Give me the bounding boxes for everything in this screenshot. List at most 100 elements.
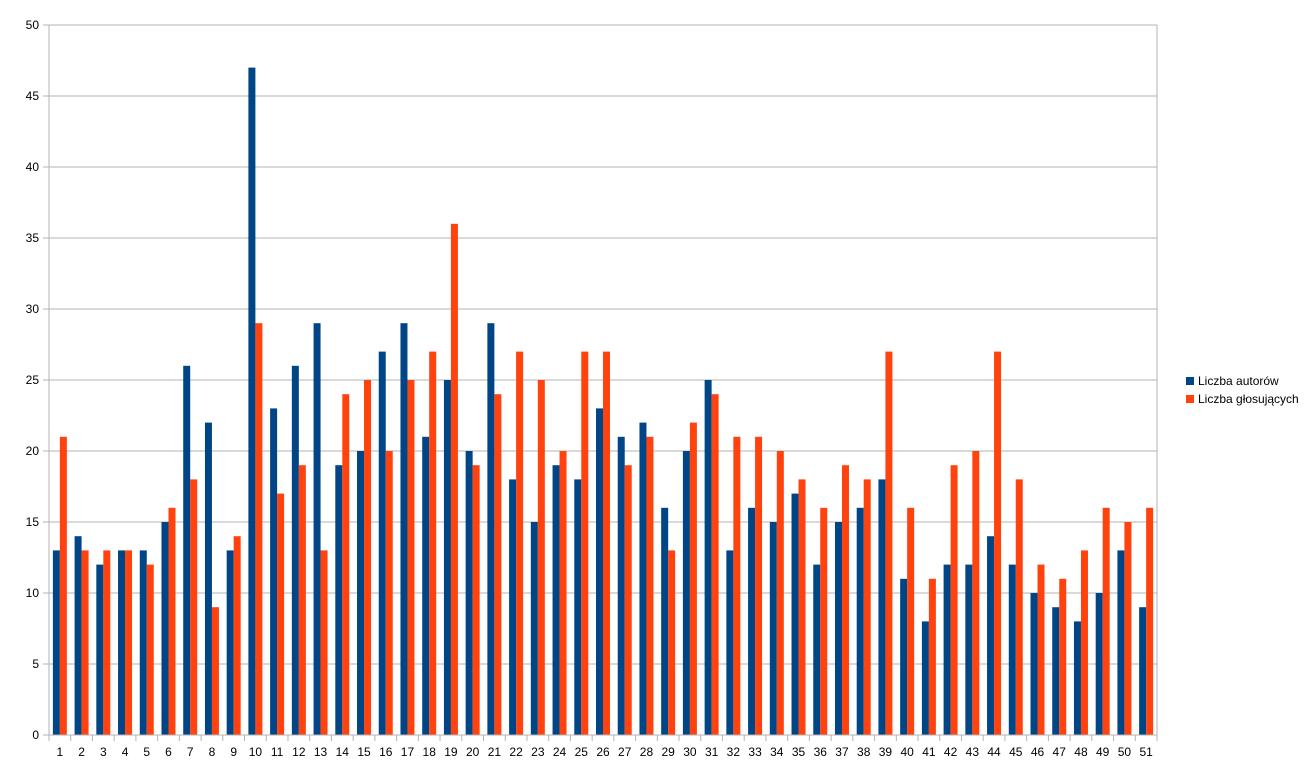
bar-series-1: [298, 465, 306, 735]
x-tick-label: 44: [987, 745, 1001, 759]
x-tick-label: 10: [249, 745, 263, 759]
bar-series-0: [1139, 607, 1147, 735]
bar-series-1: [689, 422, 697, 735]
bar-series-0: [400, 323, 408, 735]
bar-series-0: [639, 422, 647, 735]
y-tick-label: 35: [26, 231, 40, 245]
bar-series-1: [972, 451, 980, 735]
bar-series-0: [226, 550, 234, 735]
x-tick-label: 32: [727, 745, 741, 759]
x-tick-label: 1: [57, 745, 64, 759]
bar-series-1: [168, 507, 176, 735]
bar-series-1: [472, 465, 480, 735]
x-tick-label: 13: [314, 745, 328, 759]
y-tick-label: 50: [26, 18, 40, 32]
legend-item-series-1: Liczba głosujących: [1186, 390, 1299, 408]
x-tick-label: 35: [792, 745, 806, 759]
bar-series-0: [183, 365, 191, 735]
x-tick-label: 22: [509, 745, 523, 759]
bar-series-1: [841, 465, 849, 735]
bar-series-1: [603, 351, 610, 735]
y-tick-label: 0: [32, 728, 39, 742]
bar-series-0: [443, 380, 451, 735]
y-tick-label: 30: [26, 302, 40, 316]
bar-series-1: [407, 380, 415, 735]
bar-series-0: [96, 564, 104, 735]
x-tick-label: 42: [944, 745, 958, 759]
bar-series-0: [357, 451, 365, 735]
x-tick-label: 51: [1139, 745, 1153, 759]
bar-series-1: [885, 351, 893, 735]
bar-series-1: [950, 465, 958, 735]
x-tick-label: 9: [230, 745, 237, 759]
x-tick-label: 7: [187, 745, 194, 759]
x-tick-label: 19: [444, 745, 458, 759]
bar-series-1: [255, 323, 263, 735]
x-tick-label: 17: [401, 745, 415, 759]
bar-series-0: [987, 536, 995, 735]
bar-series-1: [733, 436, 741, 735]
bar-series-0: [1008, 564, 1016, 735]
bar-series-0: [1073, 621, 1081, 735]
y-tick-label: 5: [32, 657, 39, 671]
x-tick-label: 18: [423, 745, 437, 759]
legend-item-series-0: Liczba autorów: [1186, 372, 1299, 390]
bar-series-1: [755, 436, 763, 735]
bar-series-1: [581, 351, 589, 735]
bar-series-0: [900, 578, 908, 735]
x-tick-label: 27: [618, 745, 632, 759]
bar-series-1: [994, 351, 1002, 735]
bar-series-1: [81, 550, 89, 735]
bar-series-1: [624, 465, 632, 735]
bar-series-0: [270, 408, 278, 735]
bar-series-0: [552, 465, 560, 735]
bar-series-1: [146, 564, 154, 735]
bar-series-0: [813, 564, 821, 735]
bar-series-1: [907, 507, 915, 735]
bar-series-0: [965, 564, 973, 735]
bar-series-0: [1117, 550, 1125, 735]
x-tick-label: 39: [879, 745, 893, 759]
legend: Liczba autorów Liczba głosujących: [1186, 372, 1299, 408]
bar-series-0: [726, 550, 734, 735]
bar-series-0: [74, 536, 82, 735]
x-tick-label: 26: [596, 745, 610, 759]
bar-series-0: [921, 621, 929, 735]
bar-series-1: [798, 479, 806, 735]
bar-series-0: [422, 436, 430, 735]
x-axis-ticks: 1 2 3 4 5 6 7 8 9 10 11 12 13 14 15 16 17 18 19 20 21 22 23 24 2…: [57, 745, 1154, 759]
bar-series-0: [530, 522, 538, 735]
x-tick-label: 36: [814, 745, 828, 759]
bar-series-0: [617, 436, 625, 735]
bar-series-1: [820, 507, 828, 735]
bar-series-1: [1102, 507, 1110, 735]
bar-series-0: [335, 465, 343, 735]
bar-series-1: [646, 436, 654, 735]
bar-series-1: [450, 223, 458, 736]
x-tick-label: 30: [683, 745, 697, 759]
legend-label-series-0: Liczba autorów: [1198, 374, 1279, 388]
bar-series-0: [943, 564, 951, 735]
bar-series-0: [1052, 607, 1060, 735]
bar-series-0: [313, 323, 321, 735]
bar-series-1: [233, 536, 241, 735]
bar-series-1: [559, 451, 567, 735]
y-tick-label: 45: [26, 89, 40, 103]
x-tick-label: 38: [857, 745, 871, 759]
bar-series-0: [661, 507, 669, 735]
y-tick-label: 10: [26, 586, 40, 600]
bar-series-0: [378, 351, 386, 735]
bar-series-1: [385, 451, 393, 735]
x-tick-label: 31: [705, 745, 719, 759]
bar-series-0: [204, 422, 212, 735]
x-tick-label: 16: [379, 745, 393, 759]
bar-series-1: [776, 451, 784, 735]
x-tick-label: 40: [900, 745, 914, 759]
bar-series-1: [516, 351, 524, 735]
bar-series-1: [125, 550, 133, 735]
bar-series-1: [190, 479, 198, 735]
bar-series-0: [118, 550, 126, 735]
axes: [43, 25, 1158, 741]
x-tick-label: 12: [292, 745, 306, 759]
bar-series-1: [320, 550, 328, 735]
